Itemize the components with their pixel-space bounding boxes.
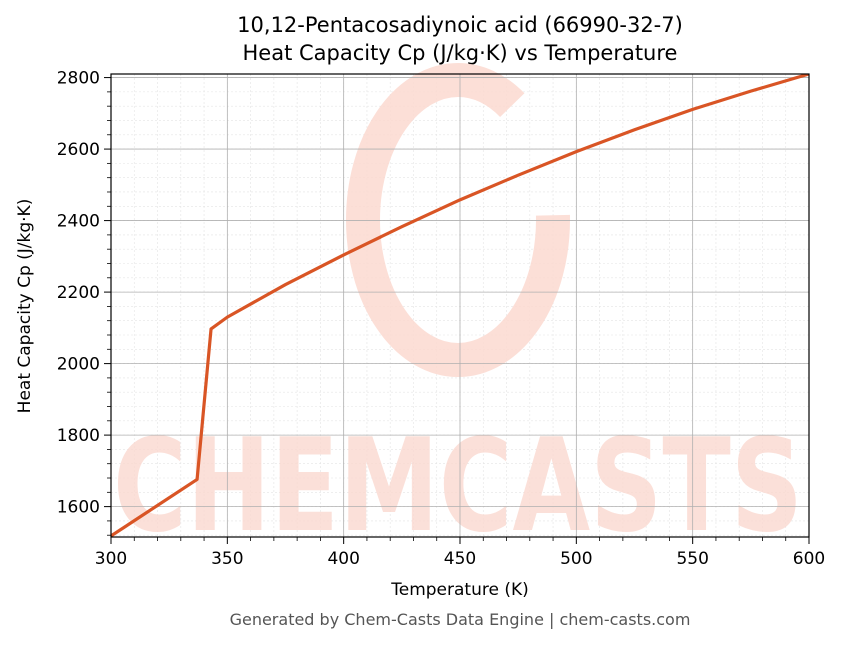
chart-title: 10,12-Pentacosadiynoic acid (66990-32-7) xyxy=(237,13,683,37)
y-tick-label: 2200 xyxy=(57,283,100,303)
x-tick-label: 500 xyxy=(560,549,592,569)
y-tick-label: 2400 xyxy=(57,212,100,232)
series-line-0 xyxy=(111,74,809,537)
x-tick-label: 550 xyxy=(676,549,708,569)
x-tick-label: 600 xyxy=(793,549,825,569)
x-tick-label: 450 xyxy=(444,549,476,569)
x-tick-label: 350 xyxy=(211,549,243,569)
x-tick-label: 400 xyxy=(327,549,359,569)
x-tick-label: 300 xyxy=(95,549,127,569)
watermark-logo-ring xyxy=(346,63,570,377)
y-axis-label: Heat Capacity Cp (J/kg·K) xyxy=(15,199,35,414)
footer-credit: Generated by Chem-Casts Data Engine | ch… xyxy=(230,610,691,629)
y-tick-label: 1800 xyxy=(57,426,100,446)
y-tick-label: 2600 xyxy=(57,140,100,160)
y-tick-label: 2800 xyxy=(57,69,100,89)
y-tick-label: 1600 xyxy=(57,498,100,518)
watermark-logo: CHEMCASTS xyxy=(113,412,803,561)
chart-subtitle: Heat Capacity Cp (J/kg·K) vs Temperature xyxy=(243,41,678,65)
y-tick-label: 2000 xyxy=(57,355,100,375)
x-axis-label: Temperature (K) xyxy=(390,580,529,600)
